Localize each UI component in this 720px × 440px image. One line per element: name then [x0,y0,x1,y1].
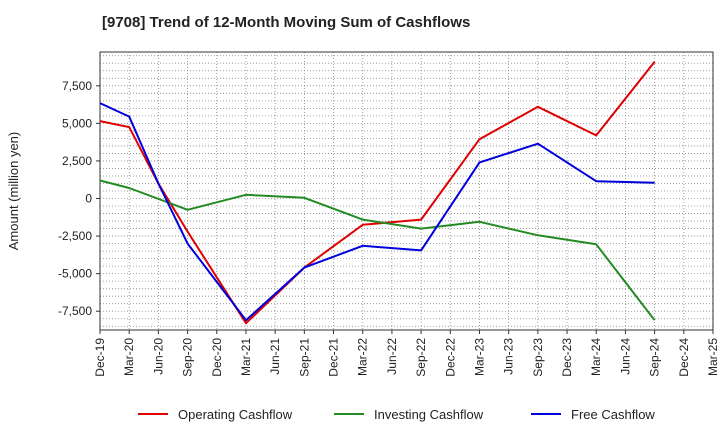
x-tick-label: Mar-21 [239,338,253,376]
x-tick-label: Jun-24 [618,338,632,375]
x-tick-label: Mar-20 [122,338,136,376]
plot-area [99,51,714,331]
y-tick-label: 2,500 [62,154,92,168]
x-tick-label: Mar-23 [472,338,486,376]
x-tick-label: Sep-24 [648,338,662,377]
x-tick-label: Dec-22 [443,338,457,377]
x-tick-label: Sep-22 [414,338,428,377]
y-tick-label: 5,000 [62,116,92,130]
x-tick-label: Dec-24 [677,338,691,377]
x-tick-label: Dec-19 [93,338,107,377]
x-tick-label: Sep-21 [297,338,311,377]
chart-title: [9708] Trend of 12-Month Moving Sum of C… [102,14,471,31]
series-lines [99,61,656,325]
x-tick-label: Mar-25 [706,338,720,376]
legend-label-1: Operating Cashflow [178,407,293,422]
y-tick-label: 0 [85,192,92,206]
x-tick-label: Dec-21 [327,338,341,377]
y-tick-label: 7,500 [62,79,92,93]
x-tick-label: Mar-24 [589,338,603,376]
legend: Operating Cashflow Investing Cashflow Free… [138,407,655,422]
legend-label-2: Investing Cashflow [374,407,484,422]
x-tick-label: Sep-23 [531,338,545,377]
y-axis-ticks: -7,500 -5,000 -2,500 0 2,500 5,000 7,500 [58,79,100,318]
x-tick-label: Mar-22 [356,338,370,376]
grid-lines [100,52,713,330]
x-tick-label: Dec-23 [560,338,574,377]
x-tick-label: Dec-20 [210,338,224,377]
y-tick-label: -5,000 [58,267,92,281]
legend-label-3: Free Cashflow [571,407,655,422]
series-line-2 [99,179,656,321]
y-tick-label: -7,500 [58,304,92,318]
y-tick-label: -2,500 [58,229,92,243]
x-tick-label: Jun-22 [385,338,399,375]
x-axis-ticks: Dec-19 Mar-20 Jun-20 Sep-20 Dec-20 Mar-21 Jun-… [93,330,720,377]
series-line-3 [99,102,655,322]
x-tick-label: Jun-23 [502,338,516,375]
y-axis-label: Amount (million yen) [6,132,21,251]
x-tick-label: Jun-20 [151,338,165,375]
x-tick-label: Sep-20 [181,338,195,377]
x-tick-label: Jun-21 [268,338,282,375]
